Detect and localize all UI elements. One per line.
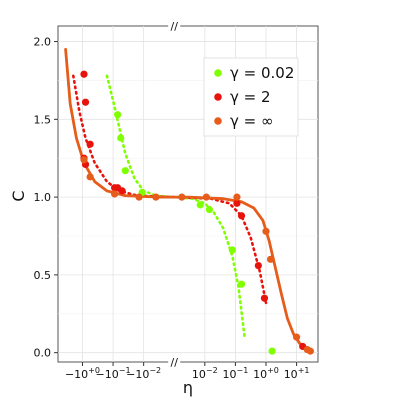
data-point-series-3 — [306, 347, 314, 355]
x-axis-title: η — [183, 378, 193, 397]
axis-break-gap — [168, 23, 181, 29]
data-point-series-1 — [237, 280, 246, 288]
legend-label: γ = 2 — [230, 88, 271, 106]
data-point-series-1 — [117, 134, 125, 142]
x-tick-label: 10+1 — [284, 366, 310, 381]
x-tick-label: 10−2 — [192, 366, 218, 381]
data-point-series-3 — [80, 156, 88, 164]
data-point-series-1 — [196, 201, 204, 209]
y-tick-label: 0.0 — [34, 347, 52, 360]
x-axis-ticks: −10+0−10−1−10−2 10−2 10−1 10+0 10+1 — [65, 362, 310, 381]
legend: γ = 0.02 γ = 2 γ = ∞ — [203, 57, 299, 137]
data-point-series-2 — [260, 294, 269, 302]
fit-line-2 — [72, 74, 268, 305]
x-tick-label: −10−2 — [126, 366, 161, 381]
data-point-series-1 — [114, 111, 122, 119]
axis-break-mark: // — [171, 20, 179, 33]
data-point-series-2 — [233, 199, 241, 207]
data-point-series-3 — [178, 193, 186, 201]
x-tick-label: 10−1 — [223, 366, 249, 381]
data-point-series-3 — [262, 227, 270, 235]
legend-key — [214, 117, 222, 125]
x-tick-label: −10−1 — [96, 366, 131, 381]
data-points — [80, 70, 314, 355]
legend-key — [214, 93, 222, 101]
data-point-series-3 — [86, 173, 94, 181]
legend-label: γ = 0.02 — [230, 64, 294, 82]
data-point-series-2 — [254, 261, 262, 270]
data-point-series-3 — [202, 193, 210, 201]
x-tick-label: 10+0 — [253, 366, 279, 381]
data-point-series-2 — [86, 140, 94, 148]
legend-key — [214, 69, 222, 77]
y-tick-label: 1.0 — [34, 191, 52, 204]
x-tick-label: −10+0 — [65, 366, 100, 381]
axis-break-gap — [168, 359, 181, 365]
data-point-series-2 — [81, 98, 90, 106]
data-point-series-1 — [228, 246, 236, 254]
data-point-series-1 — [205, 205, 214, 214]
legend-label: γ = ∞ — [230, 112, 273, 130]
axis-breaks: // // — [168, 20, 181, 369]
data-point-series-2 — [118, 187, 126, 195]
data-point-series-1 — [121, 167, 129, 175]
data-point-series-3 — [135, 193, 143, 201]
data-point-series-2 — [80, 70, 88, 78]
y-tick-label: 0.5 — [34, 269, 52, 282]
data-point-series-3 — [233, 193, 241, 201]
data-point-series-3 — [266, 255, 275, 263]
y-tick-label: 1.5 — [34, 113, 52, 126]
data-point-series-3 — [292, 333, 301, 341]
y-axis-ticks: 0.0 0.5 1.0 1.5 2.0 — [34, 36, 58, 360]
y-tick-label: 2.0 — [34, 36, 52, 49]
data-point-series-3 — [110, 190, 119, 198]
data-point-series-1 — [268, 347, 276, 355]
axis-break-mark: // — [171, 356, 179, 369]
y-axis-title: C — [9, 190, 28, 201]
data-point-series-2 — [237, 212, 246, 220]
data-point-series-3 — [152, 193, 160, 201]
